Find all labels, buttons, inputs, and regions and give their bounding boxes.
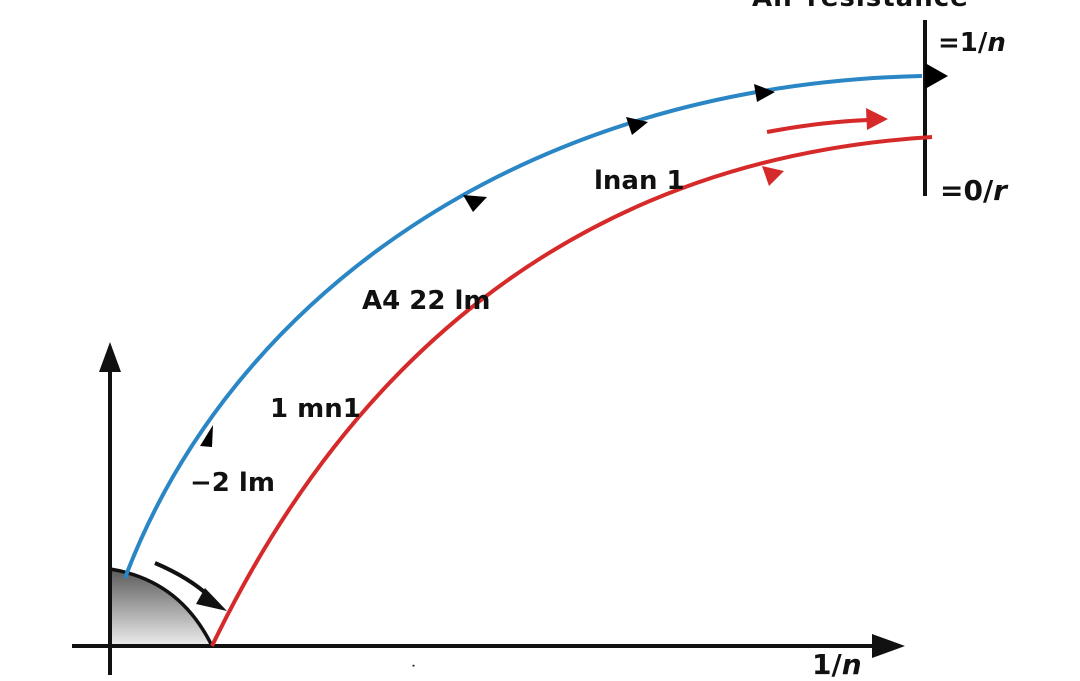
y-axis-arrow-icon	[99, 342, 121, 372]
red-curve-arrow-icon	[762, 166, 784, 186]
curve-label: −2 lm	[190, 468, 275, 498]
curve-label: lnan 1	[594, 166, 685, 196]
curve-label: 1 mn1	[270, 394, 361, 424]
blue-curve-arrow-icon	[463, 195, 487, 212]
x-axis-var: n	[841, 648, 862, 681]
curve-label: A4 22 lm	[362, 286, 491, 316]
shaded-body-outline	[109, 567, 214, 647]
boundary-bottom-prefix: =0/	[940, 174, 994, 207]
red-trajectory-curve	[210, 135, 933, 647]
x-axis-arrow-icon	[872, 634, 905, 658]
red-free-arrow	[766, 118, 869, 134]
blue-endpoint-arrow-icon	[925, 63, 948, 89]
boundary-label-top: =1/n	[938, 28, 1006, 58]
blue-curve-arrow-icon	[200, 425, 213, 447]
blue-curve-arrow-icon	[754, 84, 775, 102]
red-free-arrow-icon	[866, 108, 888, 130]
boundary-top-prefix: =1/	[938, 28, 988, 58]
boundary-top-var: n	[987, 28, 1006, 58]
x-axis-prefix: 1/	[812, 648, 842, 681]
black-curved-arrow-icon	[196, 588, 227, 611]
boundary-label-bottom: =0/r	[940, 174, 1007, 207]
boundary-bottom-var: r	[993, 174, 1007, 207]
blue-trajectory-curve	[123, 74, 923, 579]
blue-curve-arrow-icon	[626, 117, 648, 135]
x-axis-label: 1/n	[812, 648, 862, 681]
diagram-title: Air resistance	[752, 0, 969, 13]
bottom-center-mark: ˙	[410, 664, 417, 680]
shaded-body-region	[110, 569, 212, 646]
